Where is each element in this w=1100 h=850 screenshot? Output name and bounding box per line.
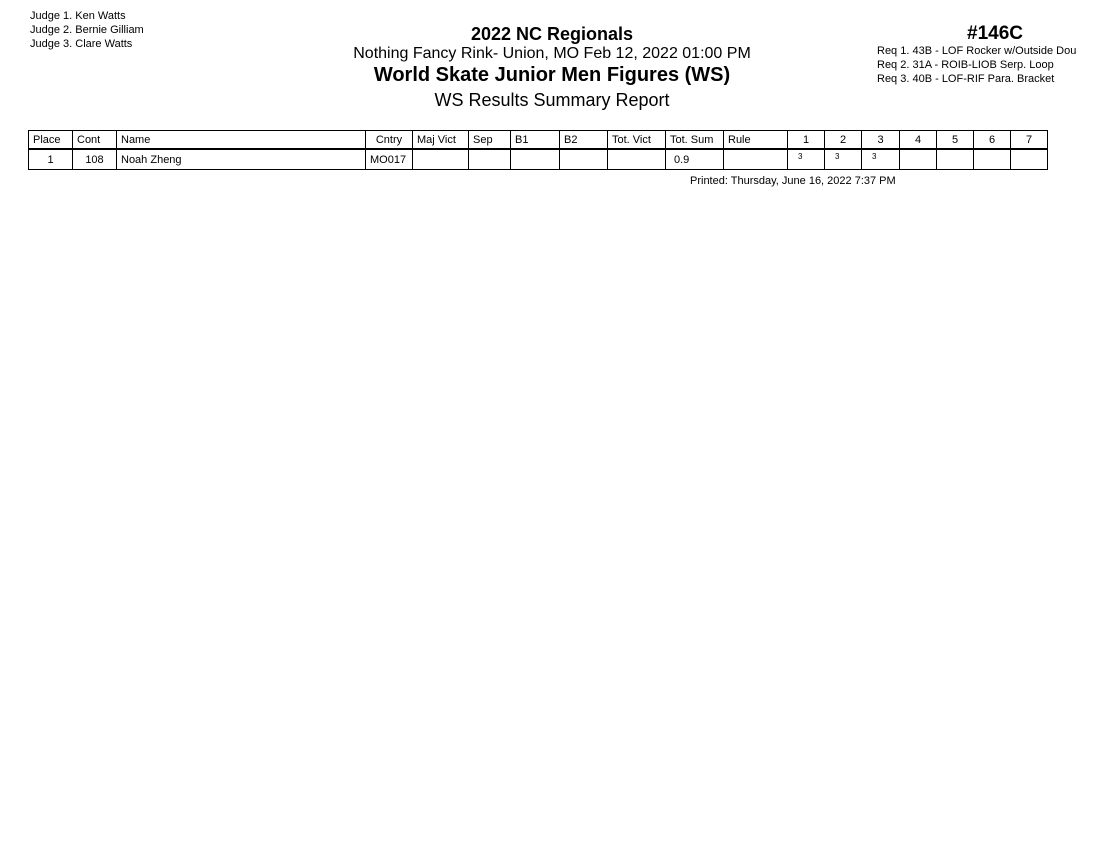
table-cell: 108 <box>72 148 117 170</box>
column-header: 5 <box>936 130 974 150</box>
column-header: 4 <box>899 130 937 150</box>
column-header: Tot. Sum <box>665 130 724 150</box>
event-code: #146C <box>967 23 1023 44</box>
event-title: 2022 NC Regionals <box>470 24 634 44</box>
judge: Judge 1. Ken Watts <box>30 10 126 22</box>
judge: Judge 2. Bernie Gilliam <box>30 24 144 36</box>
requirement: Req 1. 43B - LOF Rocker w/Outside Dou <box>877 45 1077 57</box>
table-cell: 3 <box>824 148 862 170</box>
column-header: Maj Vict <box>412 130 469 150</box>
column-header: 2 <box>824 130 862 150</box>
table-cell <box>936 148 974 170</box>
table-cell: Noah Zheng <box>116 148 366 170</box>
table-cell <box>973 148 1011 170</box>
column-header: Tot. Vict <box>607 130 666 150</box>
column-header: Place <box>28 130 73 150</box>
table-cell <box>412 148 469 170</box>
venue-date: Nothing Fancy Rink- Union, MO Feb 12, 20… <box>353 45 751 62</box>
column-header: B1 <box>510 130 560 150</box>
table-cell: 0.9 <box>665 148 724 170</box>
column-header: Cntry <box>365 130 413 150</box>
category-title: World Skate Junior Men Figures (WS) <box>373 64 731 86</box>
requirement: Req 3. 40B - LOF-RIF Para. Bracket <box>877 73 1055 85</box>
table-cell <box>723 148 788 170</box>
table-row: 1 108 Noah Zheng MO017 0.9 3 3 3 <box>28 148 1048 170</box>
requirements-list: Req 1. 43B - LOF Rocker w/Outside Dou Re… <box>877 44 1076 86</box>
requirement: Req 2. 31A - ROIB-LIOB Serp. Loop <box>877 59 1054 71</box>
judge: Judge 3. Clare Watts <box>30 38 133 50</box>
table-cell <box>607 148 666 170</box>
report-title: WS Results Summary Report <box>434 90 670 110</box>
table-cell: MO017 <box>365 148 413 170</box>
column-header: 6 <box>973 130 1011 150</box>
column-header: 1 <box>787 130 825 150</box>
table-cell: 3 <box>861 148 900 170</box>
table-cell <box>1010 148 1048 170</box>
judges-list: Judge 1. Ken Watts Judge 2. Bernie Gilli… <box>30 9 144 51</box>
column-header: Rule <box>723 130 788 150</box>
table-cell <box>559 148 608 170</box>
table-cell <box>510 148 560 170</box>
column-header: 7 <box>1010 130 1048 150</box>
table-cell <box>468 148 511 170</box>
column-header: 3 <box>861 130 900 150</box>
table-cell: 1 <box>28 148 73 170</box>
table-cell: 3 <box>787 148 825 170</box>
results-table: Place Cont Name Cntry Maj Vict Sep B1 B2 Tot. Vi… <box>28 130 1048 170</box>
column-header: B2 <box>559 130 608 150</box>
column-header: Cont <box>72 130 117 150</box>
table-cell <box>899 148 937 170</box>
column-header: Sep <box>468 130 511 150</box>
printed-timestamp: Printed: Thursday, June 16, 2022 7:37 PM <box>690 175 896 187</box>
column-header: Name <box>116 130 366 150</box>
